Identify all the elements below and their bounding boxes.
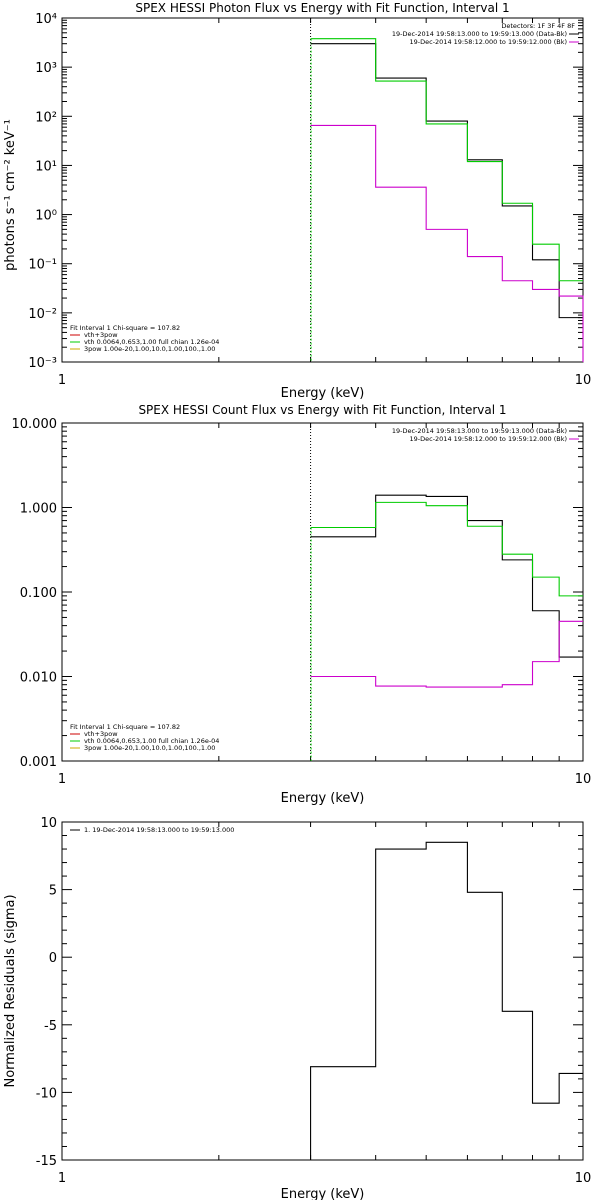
y-tick-label: 10¹ <box>35 159 57 174</box>
plot-frame <box>61 17 584 363</box>
y-tick-label: 10.000 <box>12 417 58 432</box>
legend-entry: 3pow 1.00e-20,1.00,10.0,1.00,100.,1.00 <box>84 345 215 353</box>
plot-frame <box>61 821 584 1161</box>
y-tick-label: -5 <box>44 1019 57 1034</box>
y-tick-label: -10 <box>36 1086 57 1101</box>
y-axis-label: photons s⁻¹ cm⁻² keV⁻¹ <box>3 119 18 271</box>
plot-frame <box>61 422 584 762</box>
y-tick-label: 10⁴ <box>35 12 57 27</box>
legend-entry: 19-Dec-2014 19:58:13.000 to 19:59:13.000… <box>392 427 567 435</box>
legend-entry: 19-Dec-2014 19:58:12.000 to 19:59:12.000… <box>410 435 568 443</box>
series-2-line <box>310 501 583 597</box>
legend-header: Fit Interval 1 Chi-square = 107.82 <box>70 723 180 731</box>
y-tick-label: 10⁻³ <box>28 356 57 371</box>
x-tick-label: 1 <box>58 1171 66 1186</box>
y-tick-label: -15 <box>36 1154 57 1169</box>
y-tick-label: 5 <box>49 884 57 899</box>
x-tick-label: 10 <box>575 772 592 787</box>
y-tick-label: 10³ <box>35 61 57 76</box>
x-axis-label: Energy (keV) <box>281 1187 365 1200</box>
series-3-line <box>310 124 584 362</box>
x-tick-label: 1 <box>58 772 66 787</box>
y-tick-label: 0.001 <box>20 755 57 770</box>
y-tick-label: 0.010 <box>20 671 57 686</box>
legend-entry: vth 0.0064,0.653,1.00 full chian 1.26e-0… <box>84 338 219 346</box>
x-tick-label: 1 <box>58 373 66 388</box>
legend-entry: 1. 19-Dec-2014 19:58:13.000 to 19:59:13.… <box>84 826 234 834</box>
series-1-line <box>310 494 583 658</box>
x-axis-label: Energy (keV) <box>281 386 365 401</box>
series-1-line <box>310 841 583 1160</box>
x-tick-label: 10 <box>575 1171 592 1186</box>
chart-panel-3: Energy (keV) Normalized Residuals (sigma)… <box>3 816 591 1200</box>
legend-header: Fit Interval 1 Chi-square = 107.82 <box>70 324 180 332</box>
y-tick-label: 10⁰ <box>35 209 57 224</box>
y-tick-label: 10² <box>35 110 57 125</box>
x-tick-label: 10 <box>575 373 592 388</box>
legend-header: Detectors: 1F 3F 4F 8F <box>501 22 575 30</box>
legend-entry: 19-Dec-2014 19:58:13.000 to 19:59:13.000… <box>392 30 567 38</box>
y-tick-label: 0 <box>49 951 57 966</box>
y-tick-label: 0.100 <box>20 586 57 601</box>
y-axis-label: Normalized Residuals (sigma) <box>3 894 18 1087</box>
chart-panel-1: SPEX HESSI Photon Flux vs Energy with Fi… <box>3 1 591 401</box>
legend-entry: 19-Dec-2014 19:58:12.000 to 19:59:12.000… <box>410 38 568 46</box>
series-1-line <box>310 43 583 319</box>
chart-title: SPEX HESSI Count Flux vs Energy with Fit… <box>138 403 506 417</box>
legend-entry: vth+3pow <box>84 331 118 339</box>
series-2-line <box>310 38 583 282</box>
x-axis-label: Energy (keV) <box>281 791 365 806</box>
y-tick-label: 10⁻¹ <box>28 258 57 273</box>
series-3-line <box>310 620 583 688</box>
legend-entry: vth+3pow <box>84 730 118 738</box>
legend-entry: vth 0.0064,0.653,1.00 full chian 1.26e-0… <box>84 737 219 745</box>
chart-title: SPEX HESSI Photon Flux vs Energy with Fi… <box>135 1 509 15</box>
y-tick-label: 10⁻² <box>28 307 57 322</box>
chart-panel-2: SPEX HESSI Count Flux vs Energy with Fit… <box>12 403 592 806</box>
y-tick-label: 10 <box>40 816 57 831</box>
y-tick-label: 1.000 <box>20 502 57 517</box>
legend-entry: 3pow 1.00e-20,1.00,10.0,1.00,100.,1.00 <box>84 744 215 752</box>
